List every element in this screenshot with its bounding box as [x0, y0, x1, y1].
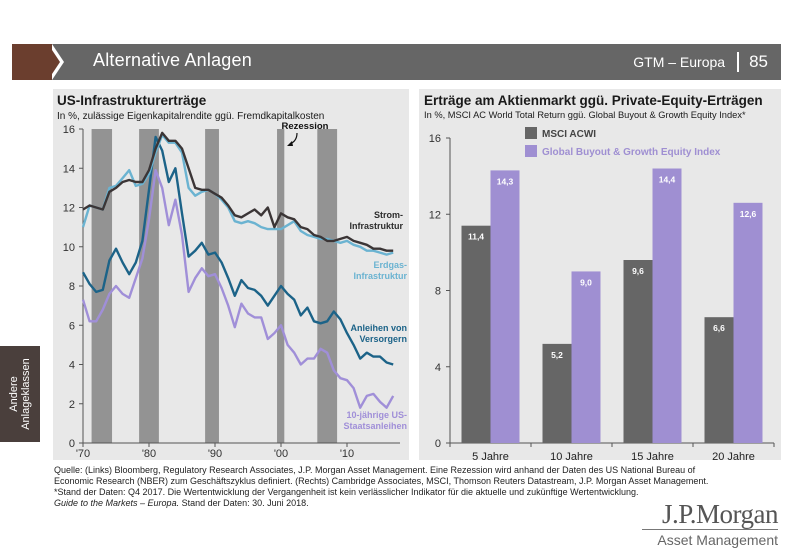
left-chart-subtitle: In %, zulässige Eigenkapitalrendite ggü.…: [57, 111, 325, 122]
section-tab-line2: Anlageklassen: [20, 358, 32, 430]
series-label: GTM – Europa: [633, 54, 726, 70]
header-right: GTM – Europa 85: [633, 52, 768, 72]
footer-line-2: Economic Research (NBER) zum Geschäftszy…: [54, 476, 709, 486]
right-chart-title: Erträge am Aktienmarkt ggü. Private-Equi…: [424, 93, 763, 108]
section-tab-line1: Andere: [8, 376, 20, 412]
jpmorgan-logo: J.P.Morgan Asset Management: [642, 499, 779, 548]
footer-guide-title: Guide to the Markets – Europa.: [54, 498, 180, 508]
footer-line-3: *Stand der Daten: Q4 2017. Die Wertentwi…: [54, 487, 639, 497]
page-title: Alternative Anlagen: [93, 50, 252, 70]
logo-wordmark: J.P.Morgan: [661, 499, 779, 529]
header-divider: [737, 52, 740, 72]
header-accent: [12, 44, 52, 80]
footer-notes: Quelle: (Links) Bloomberg, Regulatory Re…: [54, 465, 774, 509]
footer-date: Stand der Daten: 30. Juni 2018.: [179, 498, 309, 508]
footer-line-4: Guide to the Markets – Europa. Stand der…: [54, 498, 774, 509]
right-chart-panel: Erträge am Aktienmarkt ggü. Private-Equi…: [419, 89, 781, 460]
logo-divider: [642, 529, 778, 530]
left-chart-panel: US-Infrastrukturerträge In %, zulässige …: [53, 89, 409, 460]
right-chart-subtitle: In %, MSCI AC World Total Return ggü. Gl…: [424, 110, 746, 120]
logo-subtitle: Asset Management: [657, 532, 778, 548]
footer-line-1: Quelle: (Links) Bloomberg, Regulatory Re…: [54, 465, 696, 475]
header-chevron-icon: [48, 44, 60, 80]
section-tab[interactable]: [0, 346, 40, 442]
page-number: 85: [749, 52, 768, 71]
section-tab-label: Andere Anlageklassen: [8, 358, 32, 430]
left-chart-title: US-Infrastrukturerträge: [57, 93, 207, 108]
header-bar: [12, 44, 781, 80]
